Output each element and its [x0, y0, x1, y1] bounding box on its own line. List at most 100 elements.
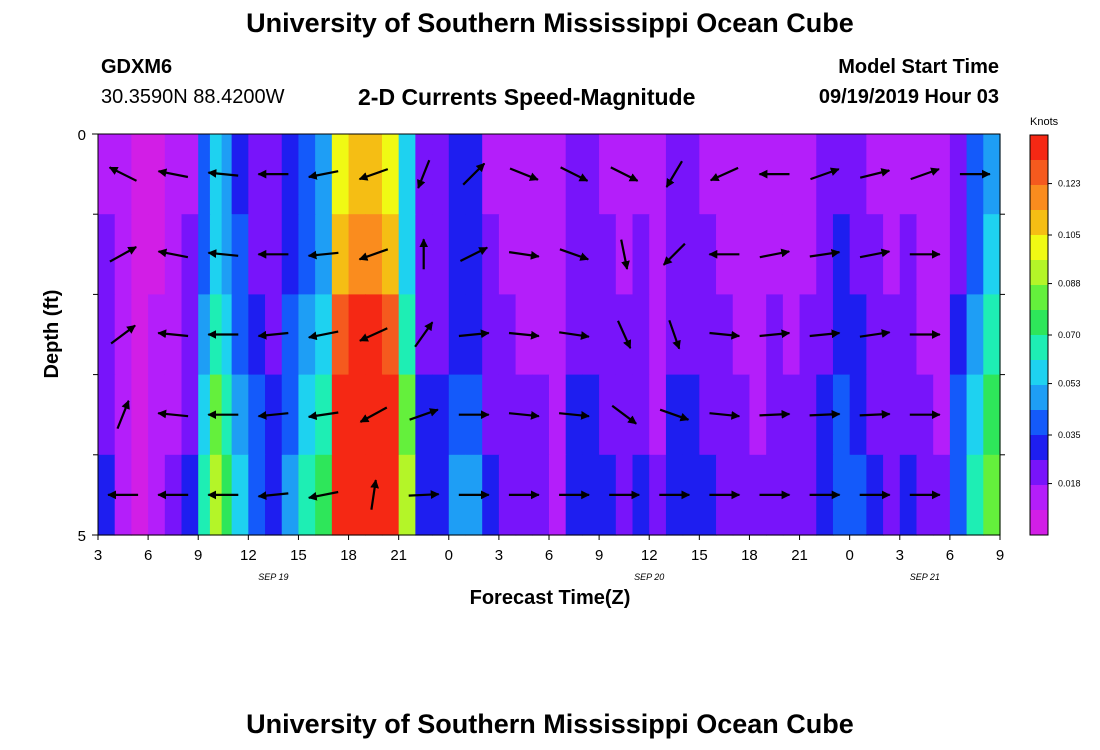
heatmap-cell: [933, 454, 951, 536]
heatmap-cell: [883, 134, 901, 215]
heatmap-cell: [933, 374, 951, 456]
x-tick-label: 21: [390, 547, 407, 564]
heatmap-cell: [799, 374, 817, 456]
heatmap-cell: [532, 214, 550, 295]
heatmap-cell: [949, 214, 968, 295]
heatmap-cell: [582, 294, 600, 376]
current-vector: [610, 166, 639, 182]
heatmap-cell: [98, 134, 116, 215]
current-vector: [417, 159, 431, 189]
heatmap-cell: [482, 374, 500, 456]
heatmap-cell: [532, 374, 550, 456]
heatmap-cell: [949, 134, 968, 215]
heatmap-cell: [231, 214, 249, 295]
heatmap-cell: [883, 214, 901, 295]
x-tick-label: 9: [194, 547, 202, 564]
heatmap-cell: [482, 294, 500, 376]
heatmap-cell: [899, 134, 918, 215]
x-tick-label: 15: [290, 547, 307, 564]
heatmap-cell: [398, 214, 416, 295]
heatmap-cell: [549, 374, 567, 456]
current-vector: [859, 409, 891, 419]
heatmap-cell: [849, 294, 867, 376]
current-vector: [108, 166, 137, 182]
heatmap-cell: [933, 294, 951, 376]
heatmap-cell: [281, 294, 300, 376]
heatmap-cell: [732, 214, 751, 295]
current-vector: [157, 168, 189, 179]
current-vector: [257, 330, 289, 340]
heatmap-cell: [749, 214, 767, 295]
heatmap-cell: [983, 214, 1001, 295]
current-vector: [458, 329, 490, 339]
heatmap-cell: [582, 454, 600, 536]
heatmap-cell: [983, 374, 1001, 456]
heatmap-cell: [632, 374, 650, 456]
heatmap-cell: [98, 214, 116, 295]
x-tick-label: 9: [996, 547, 1004, 564]
heatmap-cell: [632, 134, 650, 215]
station-coordinates: 30.3590N 88.4200W: [101, 86, 285, 108]
heatmap-cell: [498, 374, 517, 456]
heatmap-cell: [432, 294, 450, 376]
heatmap-cell: [381, 454, 400, 536]
heatmap-cell: [699, 134, 717, 215]
heatmap-cell: [432, 374, 450, 456]
heatmap-cell: [649, 214, 667, 295]
heatmap-cell: [649, 454, 667, 536]
page-title-top: University of Southern Mississippi Ocean…: [246, 8, 854, 38]
heatmap-cell: [331, 214, 350, 295]
heatmap-cell: [131, 214, 149, 295]
heatmap-cell: [582, 214, 600, 295]
current-vector: [810, 167, 840, 181]
x-tick-label: 12: [240, 547, 257, 564]
heatmap-cell: [883, 294, 901, 376]
heatmap-cell: [482, 214, 500, 295]
heatmap-cell: [749, 454, 767, 536]
heatmap-cell: [381, 214, 400, 295]
current-vector: [859, 168, 891, 179]
heatmap-cell: [181, 454, 199, 536]
current-vector: [759, 248, 791, 259]
heatmap-cell: [281, 454, 300, 536]
y-axis-label: Depth (ft): [41, 290, 63, 379]
heatmap-cell: [549, 134, 567, 215]
heatmap-cell: [599, 454, 617, 536]
heatmap-cell: [832, 454, 851, 536]
heatmap-cell: [198, 374, 211, 456]
heatmap-cell: [398, 294, 416, 376]
heatmap-cell: [98, 454, 116, 536]
current-vector: [809, 409, 841, 419]
heatmap-cell: [832, 374, 851, 456]
x-tick-label: 3: [94, 547, 102, 564]
heatmap-cell: [732, 454, 751, 536]
current-vector: [257, 411, 289, 420]
current-vector: [307, 170, 339, 180]
current-vector: [559, 331, 590, 340]
current-vector: [709, 330, 741, 340]
heatmap-cell: [832, 214, 851, 295]
y-tick-label: 5: [78, 528, 86, 545]
heatmap-cell: [782, 134, 801, 215]
heatmap-cell: [749, 134, 767, 215]
current-vector: [207, 169, 239, 178]
current-vector: [207, 249, 239, 258]
model-start-label: Model Start Time: [838, 56, 999, 78]
heatmap-cell: [883, 374, 901, 456]
heatmap-cell: [198, 294, 211, 376]
current-vector: [157, 409, 189, 419]
heatmap-cell: [899, 454, 918, 536]
heatmap-cell: [231, 454, 249, 536]
model-start-time: 09/19/2019 Hour 03: [818, 86, 999, 108]
current-vector: [359, 406, 388, 423]
heatmap-cell: [632, 294, 650, 376]
heatmap-cell: [198, 134, 211, 215]
heatmap-cell: [549, 294, 567, 376]
heatmap-cell: [849, 214, 867, 295]
heatmap-cell: [131, 294, 149, 376]
colorbar-tick-label: 0.105: [1058, 230, 1081, 240]
heatmap-cell: [949, 454, 968, 536]
heatmap-cell: [398, 134, 416, 215]
heatmap-cell: [782, 454, 801, 536]
heatmap-cell: [732, 374, 751, 456]
